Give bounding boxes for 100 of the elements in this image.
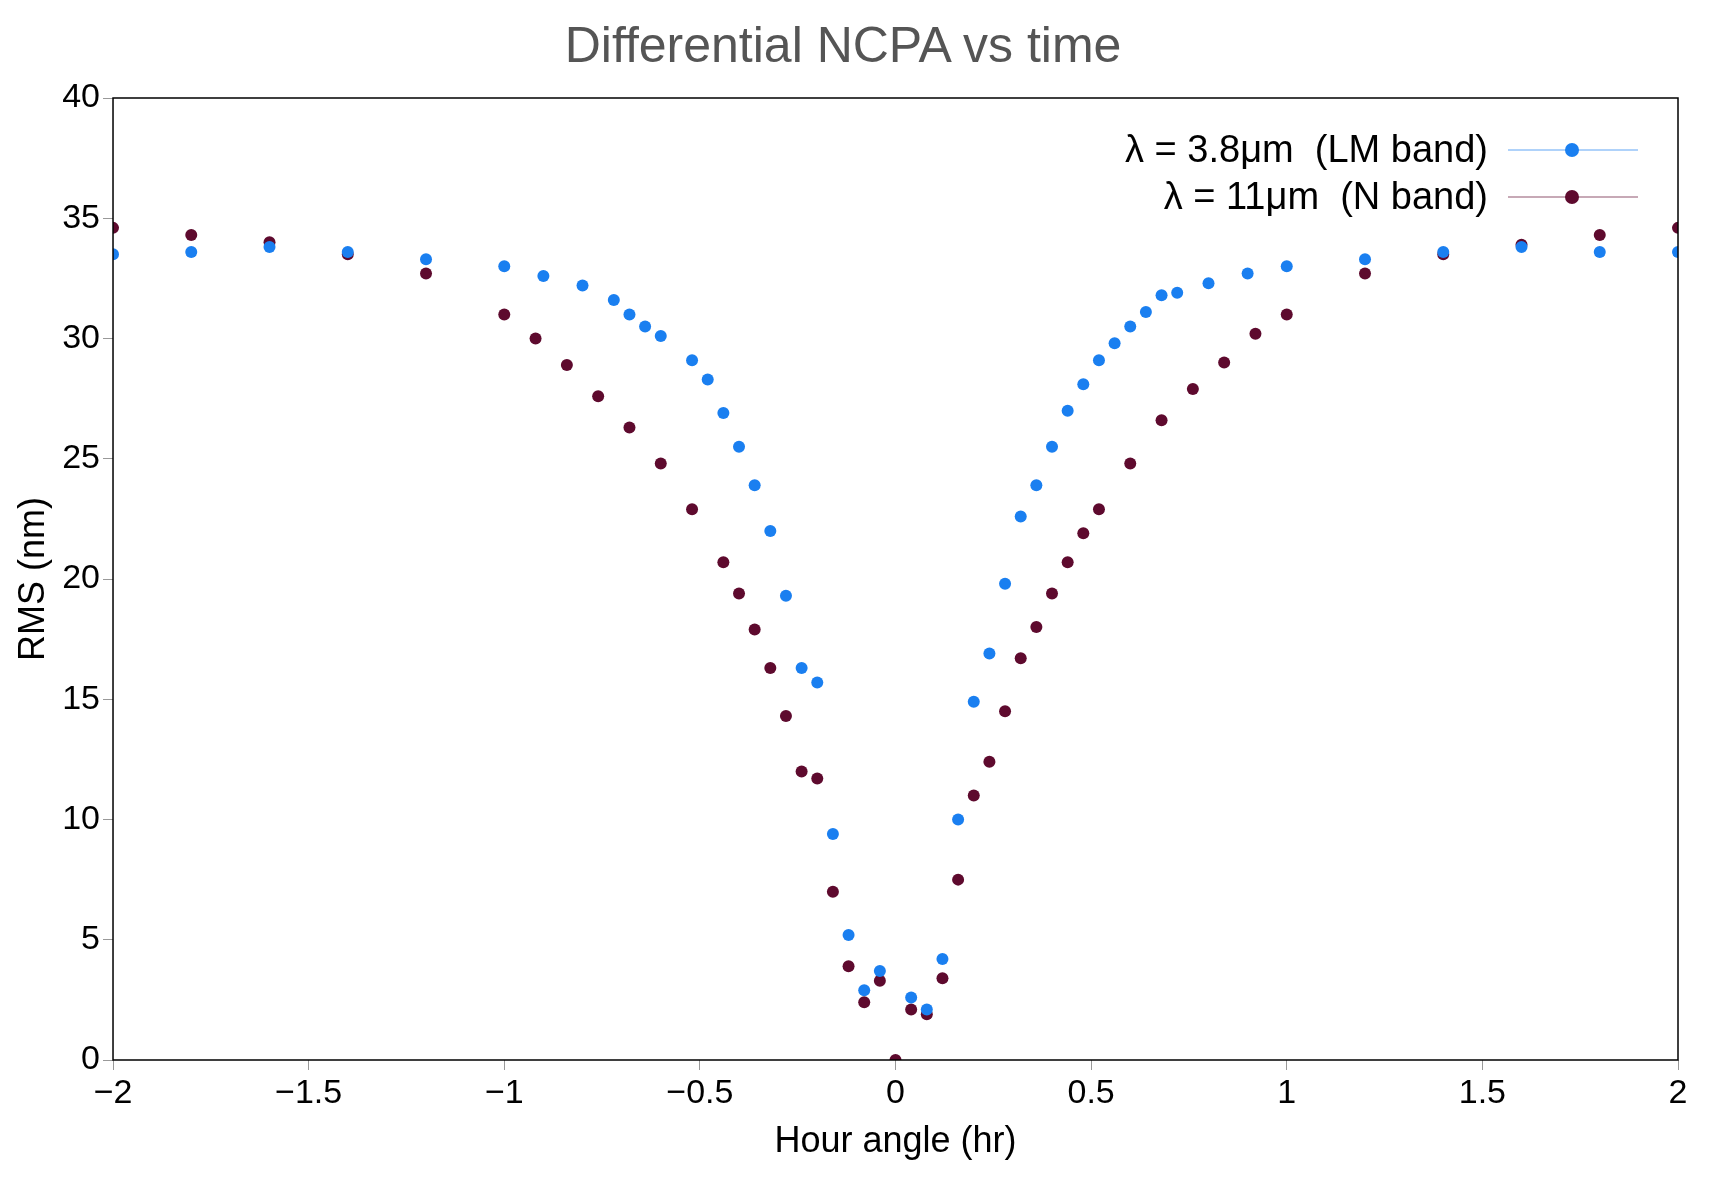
point [1593, 229, 1606, 242]
point [717, 407, 730, 420]
point [999, 705, 1012, 718]
chart-title: Differential NCPA vs time [564, 16, 1122, 73]
point [420, 253, 433, 266]
point [686, 354, 699, 367]
y-tick-label: 10 [62, 797, 101, 836]
point [420, 267, 433, 280]
point [1359, 267, 1371, 280]
point [1171, 286, 1184, 299]
y-tick-label: 35 [62, 196, 101, 235]
point [795, 765, 808, 778]
y-tick-label: 30 [62, 316, 101, 355]
point [1046, 587, 1059, 600]
x-tick-label: 0.5 [1067, 1071, 1115, 1110]
point [733, 440, 746, 453]
point [1280, 260, 1293, 273]
y-tick-label: 25 [62, 437, 101, 476]
point [779, 710, 792, 723]
point [748, 623, 761, 636]
point [1061, 404, 1074, 417]
point [842, 928, 855, 941]
point [1030, 621, 1043, 634]
point [1249, 327, 1262, 340]
x-tick-label: 0 [886, 1071, 905, 1110]
x-tick-label: 2 [1668, 1071, 1688, 1110]
point [592, 390, 605, 403]
point [1061, 556, 1074, 569]
point [983, 755, 996, 768]
point [811, 676, 824, 689]
point [920, 1003, 933, 1016]
point [701, 373, 714, 386]
x-tick-label: 1 [1277, 1071, 1297, 1110]
point [952, 873, 965, 886]
point [185, 229, 198, 242]
point [952, 813, 965, 826]
point [905, 1003, 918, 1016]
y-tick-label: 20 [62, 557, 101, 596]
point [537, 269, 550, 282]
x-tick-label: −0.5 [666, 1071, 734, 1110]
legend-label: λ = 3.8μm (LM band) [1125, 128, 1488, 171]
legend-label: λ = 11μm (N band) [1163, 175, 1488, 218]
point [1241, 267, 1254, 280]
point [686, 503, 699, 516]
point [936, 952, 949, 965]
x-axis-title: Hour angle (hr) [774, 1119, 1017, 1161]
point [779, 589, 792, 602]
point [1077, 378, 1090, 391]
point [733, 587, 746, 600]
point [639, 320, 652, 333]
point [936, 972, 949, 985]
point [1218, 356, 1231, 369]
point [607, 294, 620, 307]
x-tick-label: −1.5 [275, 1071, 343, 1110]
point [263, 241, 276, 254]
point [1077, 527, 1090, 540]
point [764, 661, 777, 674]
point [967, 695, 980, 708]
point [858, 996, 871, 1009]
point [748, 479, 761, 492]
point [654, 330, 667, 343]
x-tick-label: −1 [484, 1071, 524, 1110]
point [1593, 245, 1606, 258]
point [1202, 277, 1215, 290]
point [811, 772, 824, 785]
point [1124, 320, 1137, 333]
point [1014, 652, 1027, 665]
point [1092, 354, 1105, 367]
point [1030, 479, 1043, 492]
y-tick-label: 15 [62, 677, 101, 716]
y-tick-label: 5 [81, 918, 101, 957]
y-axis-title: RMS (nm) [10, 497, 52, 661]
point [1359, 253, 1371, 266]
point [717, 556, 730, 569]
point [826, 885, 839, 898]
point [1186, 383, 1199, 396]
point [764, 524, 777, 537]
y-tick-label: 40 [62, 76, 101, 115]
point [1092, 503, 1105, 516]
point [795, 661, 808, 674]
point [1014, 510, 1027, 523]
point [1139, 306, 1152, 319]
point [858, 984, 871, 997]
x-tick-label: 1.5 [1458, 1071, 1507, 1110]
point [623, 308, 636, 321]
point [498, 308, 511, 321]
point [498, 260, 511, 273]
point [560, 358, 573, 371]
point [529, 332, 542, 345]
point [1046, 440, 1059, 453]
point [826, 827, 839, 840]
point [1155, 414, 1168, 427]
point [1280, 308, 1293, 321]
point [967, 789, 980, 802]
point [983, 647, 996, 660]
point [873, 965, 886, 978]
point [576, 279, 589, 292]
point [1108, 337, 1121, 350]
point [623, 421, 636, 434]
point [999, 577, 1012, 590]
